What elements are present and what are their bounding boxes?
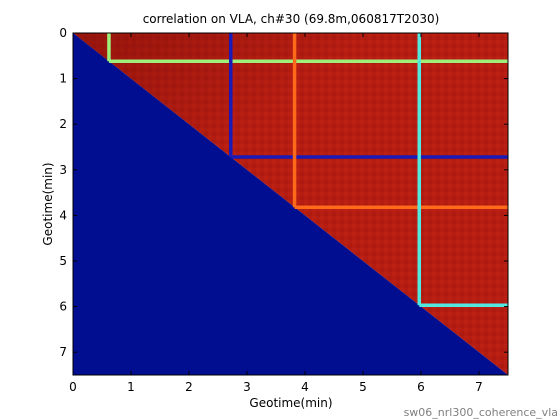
x-tick-label-1: 1 [127,380,135,394]
x-axis-label: Geotime(min) [249,396,332,410]
x-tick-label-3: 3 [243,380,251,394]
x-tick-label-2: 2 [185,380,193,394]
marker-lines [107,33,508,307]
y-tick-label-6: 6 [59,300,67,314]
y-tick-label-7: 7 [59,345,67,359]
x-tick-label-6: 6 [417,380,425,394]
x-tick-label-7: 7 [475,380,483,394]
y-axis: 0 1 2 3 4 5 6 7 [59,26,508,359]
x-tick-label-0: 0 [69,380,77,394]
y-tick-label-5: 5 [59,254,67,268]
lower-triangle-region [73,33,508,375]
y-tick-label-0: 0 [59,26,67,40]
y-tick-label-3: 3 [59,163,67,177]
x-tick-label-5: 5 [359,380,367,394]
x-tick-label-4: 4 [301,380,309,394]
x-axis: 0 1 2 3 4 5 6 7 [69,33,483,394]
y-axis-label: Geotime(min) [41,162,55,245]
y-tick-label-1: 1 [59,72,67,86]
footer-filename: sw06_nrl300_coherence_vla [404,406,558,419]
plot-area [73,33,508,375]
y-tick-label-2: 2 [59,117,67,131]
chart-title: correlation on VLA, ch#30 (69.8m,060817T… [143,12,440,26]
y-tick-label-4: 4 [59,208,67,222]
plot-frame [72,32,509,376]
